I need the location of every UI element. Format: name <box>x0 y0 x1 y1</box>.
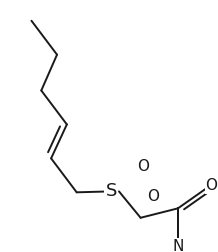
Text: O: O <box>138 159 150 174</box>
Text: N: N <box>172 239 184 252</box>
Text: O: O <box>147 188 159 204</box>
Text: S: S <box>106 182 117 200</box>
Text: O: O <box>205 178 217 193</box>
